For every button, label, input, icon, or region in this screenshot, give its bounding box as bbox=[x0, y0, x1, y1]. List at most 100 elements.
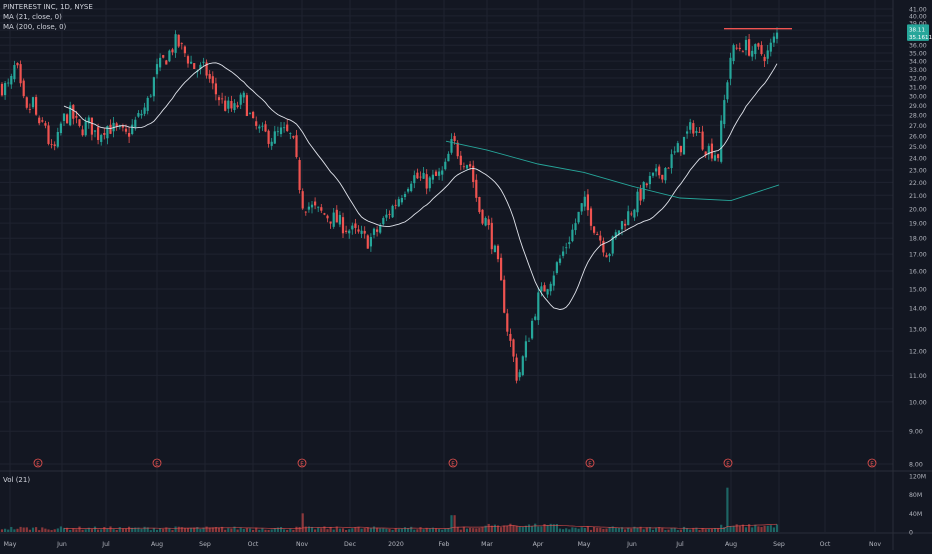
candle-body[interactable] bbox=[7, 82, 10, 84]
candle-body[interactable] bbox=[608, 253, 611, 257]
candle-body[interactable] bbox=[689, 122, 692, 130]
candle-body[interactable] bbox=[149, 95, 152, 97]
candle-body[interactable] bbox=[493, 245, 496, 253]
candle-body[interactable] bbox=[723, 100, 726, 125]
candle-body[interactable] bbox=[56, 131, 59, 147]
candle-body[interactable] bbox=[211, 76, 214, 84]
candle-body[interactable] bbox=[332, 212, 335, 227]
candle-body[interactable] bbox=[617, 230, 620, 235]
candle-body[interactable] bbox=[159, 57, 162, 68]
candle-body[interactable] bbox=[500, 257, 503, 281]
candle-body[interactable] bbox=[363, 230, 366, 234]
candle-body[interactable] bbox=[112, 122, 115, 132]
candle-body[interactable] bbox=[323, 213, 326, 215]
candle-body[interactable] bbox=[599, 235, 602, 241]
candle-body[interactable] bbox=[524, 341, 527, 358]
candle-body[interactable] bbox=[540, 286, 543, 292]
candle-body[interactable] bbox=[143, 107, 146, 114]
ma21-line[interactable] bbox=[63, 62, 778, 310]
candle-body[interactable] bbox=[400, 197, 403, 203]
candle-body[interactable] bbox=[614, 232, 617, 238]
candle-body[interactable] bbox=[35, 97, 38, 115]
candle-body[interactable] bbox=[558, 258, 562, 263]
candle-body[interactable] bbox=[717, 154, 720, 159]
candle-body[interactable] bbox=[555, 262, 558, 273]
candle-body[interactable] bbox=[279, 127, 283, 135]
candle-body[interactable] bbox=[487, 219, 490, 226]
candle-body[interactable] bbox=[66, 114, 69, 124]
candle-body[interactable] bbox=[329, 221, 332, 224]
candle-body[interactable] bbox=[236, 105, 239, 108]
candle-body[interactable] bbox=[475, 179, 478, 198]
candle-body[interactable] bbox=[748, 39, 751, 56]
candle-body[interactable] bbox=[459, 155, 462, 165]
candle-body[interactable] bbox=[633, 209, 636, 218]
candle-body[interactable] bbox=[50, 144, 53, 146]
candle-body[interactable] bbox=[441, 170, 444, 175]
candle-body[interactable] bbox=[636, 191, 639, 213]
candle-body[interactable] bbox=[704, 151, 707, 156]
candle-body[interactable] bbox=[103, 133, 106, 135]
earnings-marker[interactable] bbox=[152, 458, 162, 468]
candle-body[interactable] bbox=[22, 80, 25, 97]
candle-body[interactable] bbox=[335, 209, 338, 223]
candle-body[interactable] bbox=[534, 316, 537, 320]
candle-body[interactable] bbox=[639, 188, 642, 201]
candle-body[interactable] bbox=[345, 230, 348, 232]
candle-body[interactable] bbox=[744, 39, 748, 51]
candle-body[interactable] bbox=[407, 188, 410, 192]
candle-body[interactable] bbox=[273, 131, 276, 144]
candle-body[interactable] bbox=[546, 289, 549, 295]
candle-body[interactable] bbox=[720, 120, 723, 162]
candle-body[interactable] bbox=[202, 61, 205, 63]
candle-body[interactable] bbox=[602, 240, 605, 253]
candle-body[interactable] bbox=[357, 229, 360, 232]
candle-body[interactable] bbox=[710, 143, 713, 159]
candle-body[interactable] bbox=[422, 172, 425, 179]
earnings-marker[interactable] bbox=[867, 458, 877, 468]
candle-body[interactable] bbox=[199, 64, 202, 70]
candle-body[interactable] bbox=[354, 223, 357, 228]
candle-body[interactable] bbox=[434, 171, 438, 176]
candle-body[interactable] bbox=[106, 126, 109, 139]
candle-body[interactable] bbox=[391, 205, 394, 218]
candle-body[interactable] bbox=[484, 218, 487, 226]
candle-body[interactable] bbox=[447, 153, 450, 162]
candle-body[interactable] bbox=[267, 130, 270, 144]
candle-body[interactable] bbox=[10, 76, 13, 85]
candle-body[interactable] bbox=[90, 117, 93, 135]
candle-body[interactable] bbox=[298, 159, 301, 190]
candle-body[interactable] bbox=[686, 131, 689, 134]
candle-body[interactable] bbox=[627, 211, 630, 226]
candle-body[interactable] bbox=[512, 339, 515, 357]
candle-body[interactable] bbox=[180, 43, 183, 45]
candle-body[interactable] bbox=[763, 56, 766, 62]
candle-body[interactable] bbox=[53, 144, 56, 146]
candle-body[interactable] bbox=[729, 57, 732, 79]
candle-body[interactable] bbox=[481, 209, 484, 224]
earnings-marker[interactable] bbox=[448, 458, 458, 468]
candle-body[interactable] bbox=[775, 32, 779, 39]
candle-body[interactable] bbox=[270, 141, 273, 146]
candle-body[interactable] bbox=[248, 113, 252, 115]
candle-body[interactable] bbox=[462, 166, 465, 168]
candle-body[interactable] bbox=[620, 221, 624, 230]
candle-body[interactable] bbox=[769, 42, 772, 52]
candle-body[interactable] bbox=[431, 174, 434, 180]
candle-body[interactable] bbox=[580, 203, 583, 212]
candle-body[interactable] bbox=[283, 127, 286, 129]
candle-body[interactable] bbox=[496, 245, 500, 260]
candle-body[interactable] bbox=[261, 125, 264, 127]
candle-body[interactable] bbox=[658, 166, 661, 176]
candle-body[interactable] bbox=[227, 100, 230, 109]
candle-body[interactable] bbox=[84, 121, 87, 136]
candle-body[interactable] bbox=[754, 44, 757, 55]
candle-body[interactable] bbox=[562, 251, 565, 256]
candle-body[interactable] bbox=[320, 207, 323, 211]
candle-body[interactable] bbox=[81, 129, 84, 136]
candle-body[interactable] bbox=[140, 113, 143, 116]
candle-body[interactable] bbox=[165, 60, 168, 65]
candle-body[interactable] bbox=[292, 136, 295, 138]
candle-body[interactable] bbox=[310, 204, 314, 208]
